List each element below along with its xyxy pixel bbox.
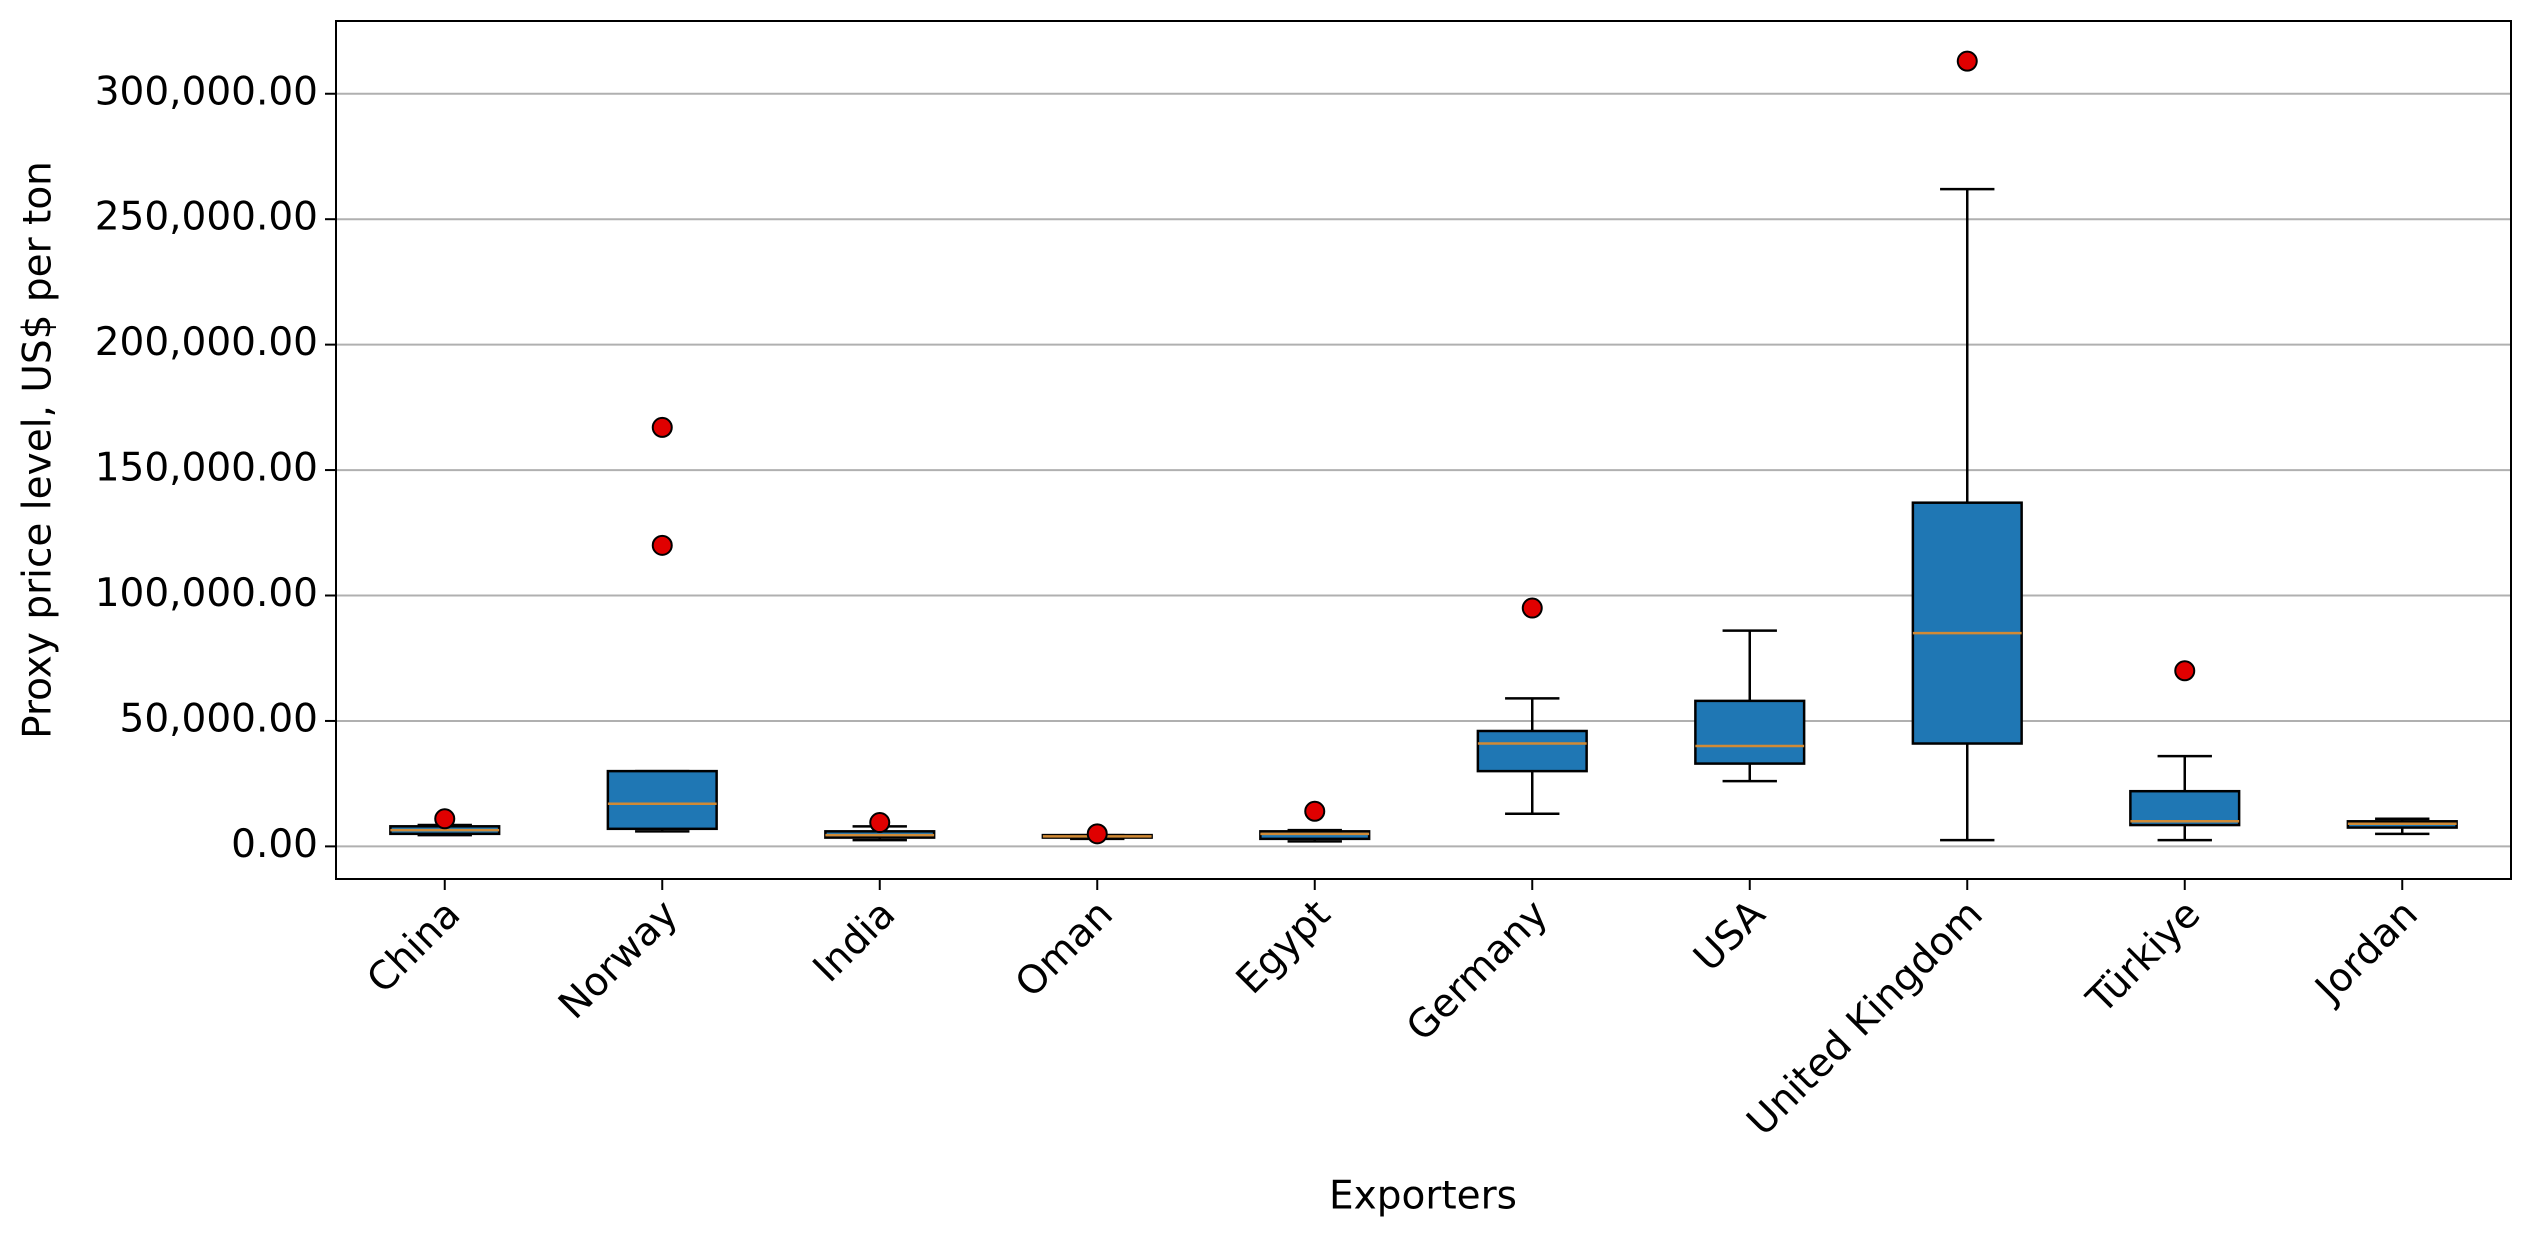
x-tick-label: United Kingdom bbox=[1739, 892, 1992, 1145]
box bbox=[1476, 729, 1588, 773]
x-tick-label: Egypt bbox=[1228, 892, 1339, 1003]
box bbox=[2129, 789, 2241, 827]
box bbox=[606, 769, 718, 831]
y-tick-label: 250,000.00 bbox=[95, 195, 318, 240]
x-tick-label: Jordan bbox=[2305, 892, 2427, 1014]
y-tick-label: 300,000.00 bbox=[95, 69, 318, 114]
outlier bbox=[1521, 597, 1543, 619]
box bbox=[1911, 501, 2023, 745]
x-axis-label: Exporters bbox=[1329, 1174, 1517, 1219]
y-tick-label: 150,000.00 bbox=[95, 446, 318, 491]
plot-frame bbox=[335, 20, 2512, 880]
x-tick-label: Oman bbox=[1007, 892, 1122, 1007]
x-tick-label: USA bbox=[1685, 891, 1774, 980]
outlier bbox=[651, 416, 673, 438]
outlier bbox=[1304, 800, 1326, 822]
x-tick-label: Germany bbox=[1398, 892, 1557, 1051]
y-axis-label: Proxy price level, US$ per ton bbox=[16, 161, 61, 739]
x-tick-label: China bbox=[359, 892, 470, 1003]
box bbox=[1259, 830, 1371, 841]
box bbox=[1694, 699, 1806, 765]
x-tick-label: Norway bbox=[550, 892, 686, 1028]
outlier bbox=[434, 808, 456, 830]
y-tick-label: 200,000.00 bbox=[95, 320, 318, 365]
outlier bbox=[1956, 50, 1978, 72]
y-tick-label: 0.00 bbox=[231, 822, 318, 867]
x-tick-label: Türkiye bbox=[2078, 892, 2209, 1023]
y-tick-label: 100,000.00 bbox=[95, 571, 318, 616]
outlier bbox=[1086, 823, 1108, 845]
y-tick-label: 50,000.00 bbox=[120, 696, 319, 741]
outlier bbox=[869, 812, 891, 834]
outlier bbox=[651, 534, 673, 556]
outlier bbox=[2174, 660, 2196, 682]
x-tick-label: India bbox=[805, 892, 905, 992]
